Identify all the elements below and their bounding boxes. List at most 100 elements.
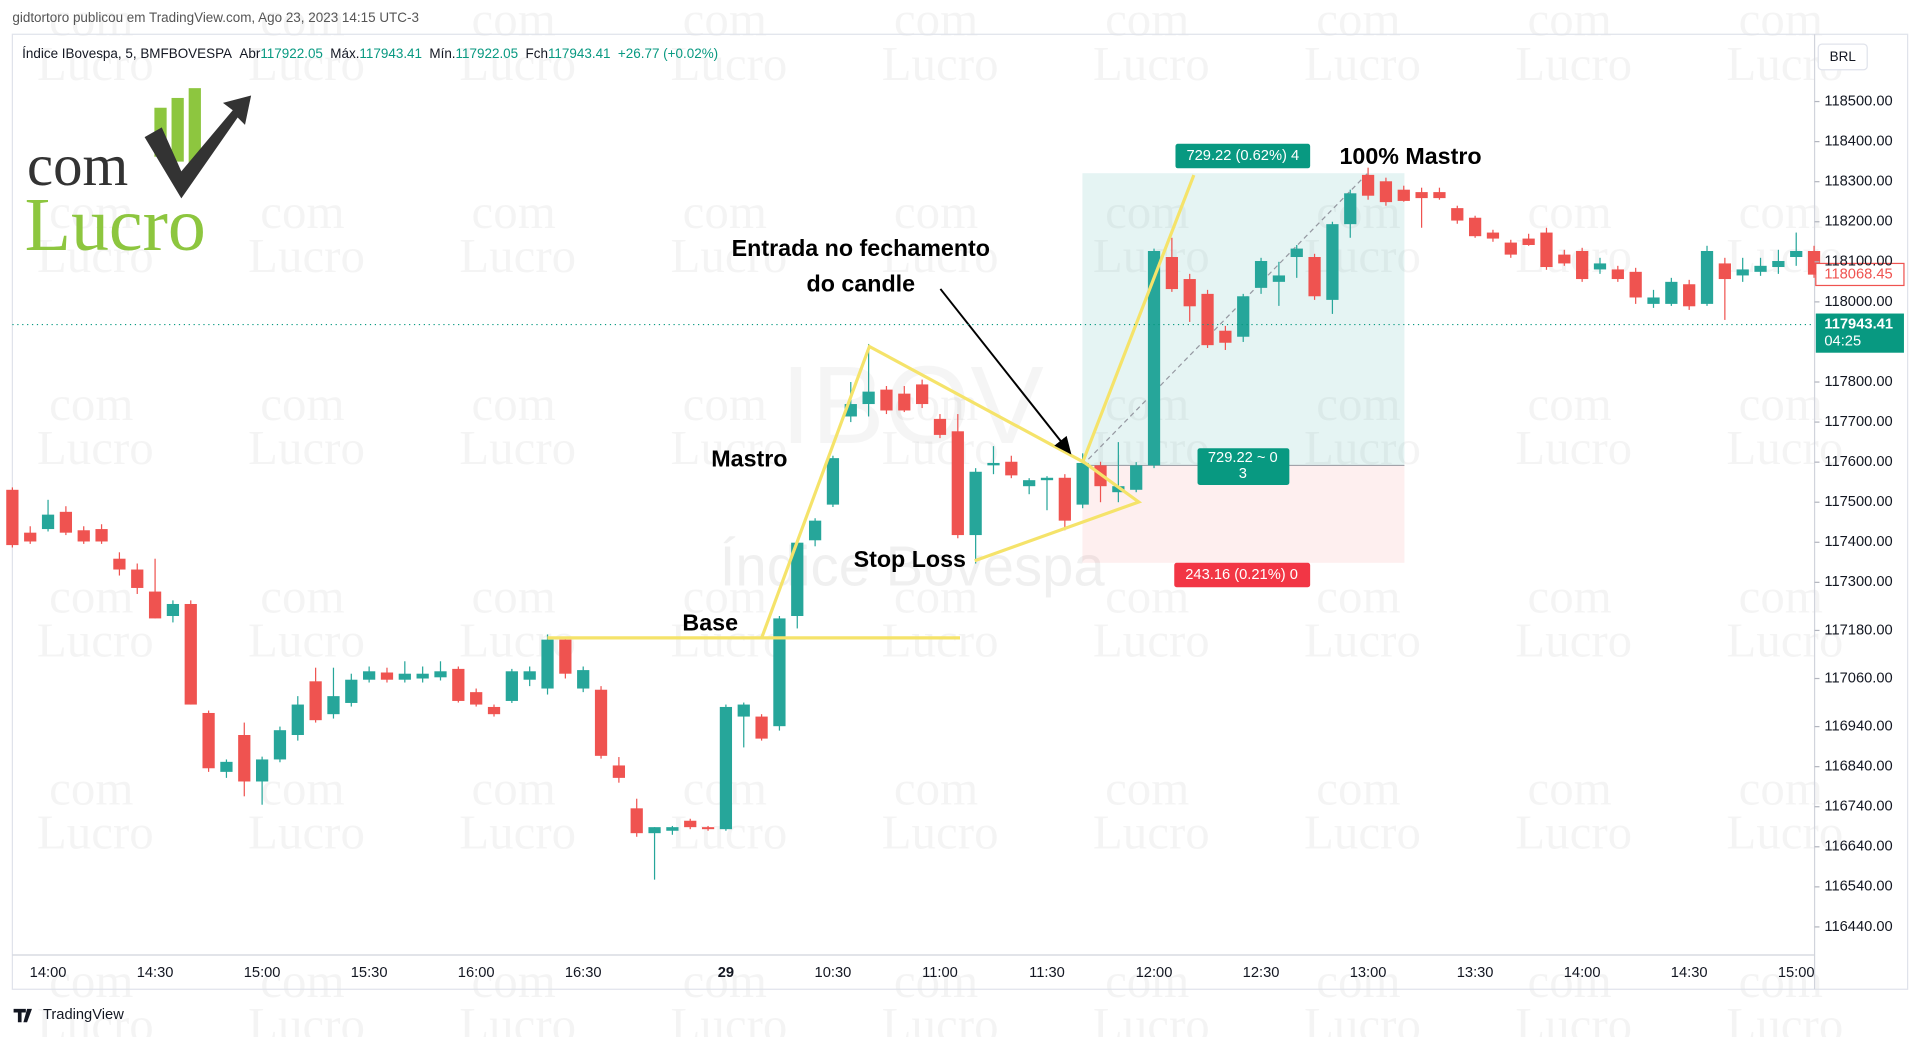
- candle-body: [1451, 208, 1464, 221]
- candle-body: [1593, 263, 1607, 270]
- legend-value: 117943.41: [359, 45, 422, 60]
- watermark-top: com: [260, 0, 344, 47]
- candle-body: [1629, 271, 1642, 298]
- candle-body: [184, 603, 197, 705]
- watermark-bottom: Lucro: [882, 805, 999, 860]
- watermark-top: com: [1739, 184, 1823, 239]
- watermark-bottom: Lucro: [459, 36, 576, 91]
- y-tick-label: 118300.00: [1824, 174, 1892, 190]
- watermark-bottom: Lucro: [459, 805, 576, 860]
- legend-label: Abr: [239, 45, 260, 60]
- legend-value: 117922.05: [456, 45, 519, 60]
- x-tick-label: 14:30: [1671, 965, 1708, 981]
- watermark-bottom: Lucro: [1726, 420, 1843, 475]
- candle-body: [951, 431, 964, 536]
- candle-body: [701, 827, 715, 830]
- candle-body: [541, 639, 554, 689]
- candle-body: [1058, 477, 1071, 521]
- price-label: 118068.45: [1824, 266, 1892, 282]
- candle-body: [131, 569, 144, 588]
- watermark-bottom: Lucro: [248, 36, 365, 91]
- legend-label: Fch: [526, 45, 548, 60]
- x-tick-label: 12:30: [1243, 965, 1280, 981]
- watermark-bottom: Lucro: [882, 36, 999, 91]
- candle-body: [1486, 232, 1500, 239]
- candles: [6, 167, 1821, 880]
- watermark-bottom: Lucro: [1093, 805, 1210, 860]
- x-tick-label: 10:30: [815, 965, 852, 981]
- candle-body: [1040, 477, 1054, 481]
- watermark-top: com: [894, 0, 978, 47]
- flag-line: [974, 461, 1143, 563]
- watermark-bottom: Lucro: [670, 420, 787, 475]
- watermark-top: com: [260, 953, 344, 1008]
- watermark-top: com: [471, 184, 555, 239]
- symbol: Índice IBovespa, 5, BMFBOVESPA: [22, 45, 232, 60]
- candle-body: [898, 393, 911, 411]
- legend-value: 117943.41: [548, 45, 611, 60]
- candle-body: [666, 827, 679, 831]
- footer: TradingView: [13, 1007, 124, 1023]
- candle-body: [1005, 461, 1018, 476]
- publisher: gidtortoro publicou em TradingView.com, …: [12, 10, 419, 25]
- watermark-top: com: [1527, 184, 1611, 239]
- x-tick-label: 11:30: [1029, 965, 1065, 981]
- watermark-bottom: Lucro: [1515, 805, 1632, 860]
- candle-body: [737, 704, 750, 717]
- candle-body: [1397, 189, 1410, 201]
- watermark-top: com: [894, 568, 978, 623]
- candle-body: [24, 532, 37, 542]
- logo-top: com: [27, 133, 128, 198]
- target-label: 729.22 (0.62%) 4: [1186, 148, 1299, 164]
- watermark-bottom: Lucro: [1304, 228, 1421, 283]
- candle-body: [1522, 238, 1535, 245]
- watermark-top: com: [683, 568, 767, 623]
- watermark-bottom: Lucro: [1304, 805, 1421, 860]
- logo-bottom: Lucro: [25, 183, 206, 267]
- candle-body: [1237, 296, 1250, 337]
- watermark-bottom: Lucro: [248, 997, 365, 1037]
- watermark-bottom: Lucro: [37, 997, 154, 1037]
- footer-text: TradingView: [43, 1007, 124, 1023]
- y-tick-label: 118500.00: [1824, 93, 1892, 109]
- watermark-bottom: Lucro: [1515, 612, 1632, 667]
- annotation: do candle: [807, 270, 916, 296]
- watermark-bottom: Lucro: [248, 805, 365, 860]
- candle-body: [1558, 254, 1571, 264]
- watermark-top: com: [894, 761, 978, 816]
- candle-body: [77, 530, 90, 542]
- candle-body: [166, 603, 180, 617]
- watermark-top: com: [49, 761, 133, 816]
- watermark-bottom: Lucro: [37, 420, 154, 475]
- candle-body: [630, 808, 643, 834]
- candle-body: [755, 716, 768, 739]
- watermark-top: com: [1105, 761, 1189, 816]
- x-tick-label: 14:00: [30, 965, 67, 981]
- candle-body: [1308, 257, 1321, 297]
- candle-body: [791, 542, 804, 617]
- candle-body: [1754, 265, 1767, 272]
- watermark-bottom: Lucro: [459, 228, 576, 283]
- watermark-bottom: Lucro: [248, 612, 365, 667]
- x-tick-label: 13:30: [1457, 965, 1494, 981]
- drawings: [547, 174, 1196, 640]
- watermark-bottom: Lucro: [882, 997, 999, 1037]
- watermark-top: com: [49, 953, 133, 1008]
- candle-body: [773, 618, 786, 727]
- candle-body: [1772, 261, 1785, 268]
- candle-body: [95, 529, 108, 542]
- watermark-name: Índice Bovespa: [720, 534, 1106, 597]
- y-tick-label: 117060.00: [1824, 670, 1892, 686]
- candle-body: [1540, 232, 1553, 268]
- watermark-bottom: Lucro: [37, 228, 154, 283]
- ohlc-legend: Índice IBovespa, 5, BMFBOVESPA Abr 117922.…: [22, 45, 718, 60]
- x-tick-label: 16:00: [458, 965, 495, 981]
- candle-body: [1504, 242, 1517, 255]
- y-tick-label: 117400.00: [1824, 534, 1892, 550]
- watermark-bottom: Lucro: [1515, 36, 1632, 91]
- candle-body: [345, 679, 358, 703]
- entry-label-box: [1197, 448, 1290, 485]
- watermark-top: com: [1527, 761, 1611, 816]
- pole-line: [760, 344, 1086, 639]
- candle-body: [1718, 263, 1731, 280]
